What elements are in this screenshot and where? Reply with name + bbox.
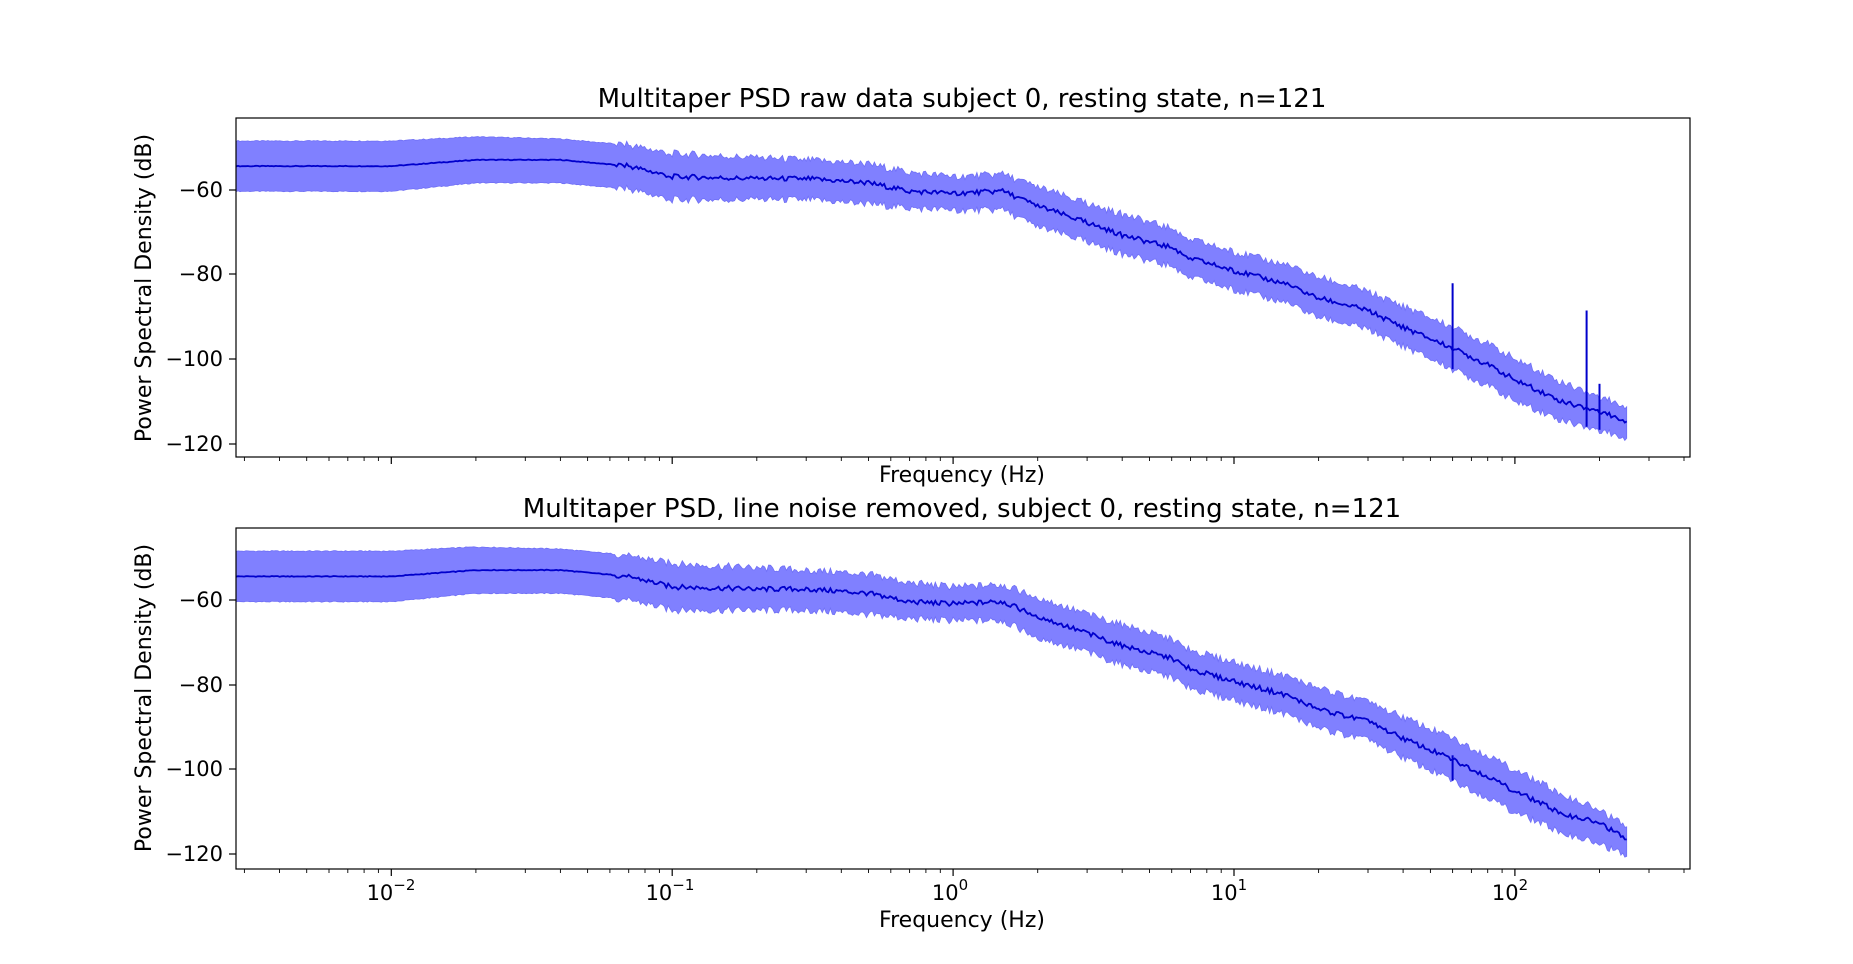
top-x-ticks: [243, 457, 1685, 464]
top-axes-frame: [235, 117, 1691, 458]
bottom-ytick-label: −120: [165, 842, 223, 866]
top-ytick-label: −60: [179, 178, 223, 202]
bottom-ytick-label: −80: [179, 673, 223, 697]
bottom-xtick-label: 101: [1211, 876, 1247, 905]
bottom-x-axis-label: Frequency (Hz): [879, 908, 1045, 933]
bottom-confidence-band: [235, 546, 1628, 858]
top-ytick-label: −80: [179, 262, 223, 286]
bottom-mean-psd-line: [235, 568, 1627, 841]
bottom-subplot: Multitaper PSD, line noise removed, subj…: [132, 494, 1691, 933]
top-confidence-band: [235, 136, 1628, 442]
bottom-xtick-label: 102: [1492, 876, 1528, 905]
top-ytick-label: −100: [165, 347, 223, 371]
bottom-ytick-label: −100: [165, 757, 223, 781]
bottom-xtick-label: 10−1: [646, 876, 695, 905]
top-y-ticks: −60 −80 −100 −120: [165, 178, 236, 456]
top-plot-title: Multitaper PSD raw data subject 0, resti…: [598, 84, 1327, 114]
bottom-y-axis-label: Power Spectral Density (dB): [132, 544, 157, 852]
top-y-axis-label: Power Spectral Density (dB): [132, 134, 157, 442]
bottom-x-tick-labels: 10−2 10−1 100 101 102: [367, 876, 1529, 905]
top-x-axis-label: Frequency (Hz): [879, 463, 1045, 488]
bottom-axes-frame: [235, 527, 1691, 870]
bottom-xtick-label: 100: [932, 876, 968, 905]
top-plot-area: [235, 136, 1628, 442]
bottom-ytick-label: −60: [179, 588, 223, 612]
bottom-xtick-label: 10−2: [367, 876, 416, 905]
top-ytick-label: −120: [165, 432, 223, 456]
top-mean-psd-line: [235, 158, 1628, 424]
bottom-y-ticks: −60 −80 −100 −120: [165, 588, 236, 866]
bottom-plot-title: Multitaper PSD, line noise removed, subj…: [523, 494, 1401, 524]
bottom-plot-area: [235, 546, 1628, 858]
bottom-x-ticks: [243, 869, 1685, 876]
top-subplot: Multitaper PSD raw data subject 0, resti…: [132, 84, 1691, 488]
